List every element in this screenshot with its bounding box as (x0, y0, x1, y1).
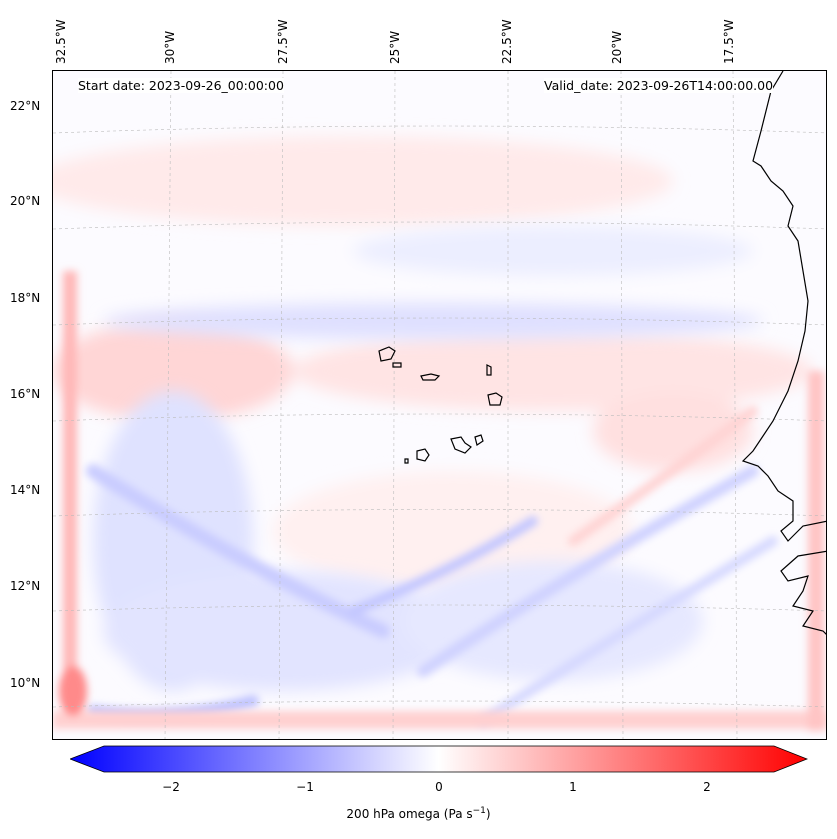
lat-label: 10°N (10, 676, 41, 690)
guinea-coast (780, 550, 826, 635)
colorbar-tick-label: −2 (162, 780, 180, 794)
lon-label: 30°W (163, 30, 177, 64)
omega-positive-regions (53, 136, 813, 591)
cape-verde-islands (378, 346, 503, 464)
boundary-artefacts (53, 271, 826, 731)
colorbar-label-prefix: 200 hPa omega (Pa s (346, 807, 473, 821)
colorbar-tick-label: 0 (435, 780, 443, 794)
graticule (53, 71, 826, 739)
lon-label: 22.5°W (500, 19, 514, 64)
colorbar-label: 200 hPa omega (Pa s−1) (0, 806, 837, 821)
omega-negative-regions (93, 226, 763, 691)
lon-label: 17.5°W (722, 19, 736, 64)
lon-label: 20°W (610, 30, 624, 64)
lat-label: 12°N (10, 579, 41, 593)
omega-field (53, 71, 826, 739)
colorbar-bar (70, 745, 808, 773)
colorbar-tick-label: 2 (703, 780, 711, 794)
colorbar-tick-label: 1 (569, 780, 577, 794)
lat-label: 20°N (10, 194, 41, 208)
lat-label: 16°N (10, 387, 41, 401)
colorbar-tick-label: −1 (296, 780, 314, 794)
lon-label: 25°W (388, 30, 402, 64)
lat-label: 18°N (10, 291, 41, 305)
colorbar-label-suffix: ) (485, 807, 491, 821)
valid-date-label: Valid_date: 2023-09-26T14:00:00.00 (544, 78, 774, 93)
map-panel (52, 70, 827, 740)
lon-label: 32.5°W (54, 19, 68, 64)
lon-label: 27.5°W (276, 19, 290, 64)
lat-label: 14°N (10, 483, 41, 497)
africa-coastline (741, 71, 826, 542)
colorbar-label-exponent: −1 (472, 806, 486, 816)
lat-label: 22°N (10, 99, 41, 113)
colorbar (70, 745, 808, 773)
start-date-label: Start date: 2023-09-26_00:00:00 (78, 78, 284, 93)
